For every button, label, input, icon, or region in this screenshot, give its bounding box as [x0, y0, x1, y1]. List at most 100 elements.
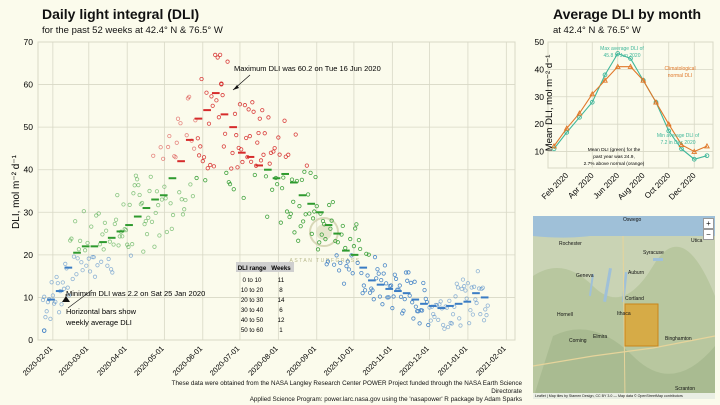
series-point	[563, 125, 570, 131]
daily-point	[222, 131, 228, 136]
daily-point	[358, 246, 363, 252]
daily-point	[112, 221, 117, 227]
daily-point	[153, 210, 158, 216]
daily-point	[277, 152, 282, 157]
grid	[37, 41, 516, 341]
daily-point	[240, 159, 245, 165]
daily-point	[59, 302, 64, 307]
daily-point	[419, 308, 425, 313]
daily-point	[391, 294, 396, 299]
watermark-text: ASTAN TURFGRASS	[290, 258, 361, 264]
series-point	[678, 141, 685, 147]
daily-point	[390, 306, 395, 311]
daily-point	[384, 281, 389, 286]
daily-point	[299, 177, 304, 182]
daily-point	[188, 182, 193, 187]
daily-point	[367, 290, 373, 295]
map-attribution[interactable]: Leaflet | Map tiles by Stamen Design, CC…	[533, 393, 715, 399]
daily-point	[42, 294, 47, 299]
daily-point	[167, 133, 172, 139]
daily-point	[432, 314, 437, 319]
x-tick-label: Apr 2020	[566, 171, 596, 201]
location-map[interactable]: Oswego Rochester Syracuse Geneva Auburn …	[533, 216, 715, 399]
map-zoom-out-button[interactable]: −	[703, 229, 714, 240]
y-tick-label: 70	[24, 37, 34, 47]
map-tiles	[533, 216, 715, 399]
table-cell: 14	[278, 297, 285, 304]
daily-point	[182, 207, 187, 212]
caption-line-2: Applied Science Program: power.larc.nasa…	[249, 396, 522, 403]
daily-point	[411, 316, 416, 321]
daily-point	[183, 197, 188, 203]
daily-point	[263, 174, 269, 179]
daily-point	[151, 153, 156, 158]
daily-point	[304, 163, 309, 168]
daily-point	[327, 202, 332, 208]
daily-point	[209, 94, 214, 99]
x-tick-label: 2020-02-01	[21, 344, 54, 377]
daily-point	[61, 286, 67, 291]
daily-point	[169, 226, 174, 231]
daily-point	[133, 173, 138, 178]
daily-point	[470, 312, 475, 317]
map-zoom-in-button[interactable]: +	[703, 218, 714, 229]
annotation-min: Minimum DLI was 2.2 on Sat 25 Jan 2020 H…	[62, 289, 205, 327]
daily-point	[279, 186, 285, 191]
daily-point	[192, 146, 197, 151]
daily-point	[241, 195, 246, 201]
daily-point	[344, 264, 349, 269]
table-cell: 30 to 40	[241, 307, 264, 314]
daily-point	[325, 259, 331, 264]
daily-point	[467, 321, 472, 326]
y-tick-label: 20	[24, 250, 34, 260]
y-tick-label: 30	[24, 207, 34, 217]
daily-point	[92, 274, 98, 279]
daily-point	[379, 278, 384, 283]
mean-annotation-3: 2.7% above normal (orange)	[584, 161, 645, 167]
daily-point	[329, 218, 334, 223]
mean-annotation-1: Mean DLI (green) for the	[588, 147, 641, 153]
daily-point	[102, 220, 108, 225]
series-point	[665, 121, 672, 127]
daily-point	[350, 271, 355, 276]
y-tick-label: 0	[28, 335, 33, 345]
daily-point	[232, 111, 238, 116]
daily-point	[276, 135, 281, 140]
daily-point	[224, 170, 229, 175]
daily-point	[136, 182, 141, 188]
daily-point	[371, 297, 376, 302]
daily-point	[412, 279, 417, 284]
daily-point	[205, 166, 210, 171]
y-tick-label: 40	[24, 165, 34, 175]
daily-point	[163, 196, 168, 201]
daily-point	[464, 296, 469, 301]
series-point	[614, 63, 621, 69]
y-axis-ticks: 10 20 30 40 50	[535, 37, 545, 157]
daily-point	[468, 308, 473, 313]
daily-point	[298, 224, 303, 229]
x-tick-label: Aug 2020	[616, 171, 647, 202]
daily-point	[201, 155, 207, 160]
daily-point	[149, 219, 155, 224]
daily-point	[101, 247, 106, 252]
daily-point	[441, 322, 446, 328]
daily-point	[74, 272, 79, 277]
daily-point	[480, 285, 485, 290]
daily-point	[137, 192, 142, 198]
daily-point	[389, 283, 394, 288]
daily-point	[132, 183, 137, 188]
daily-point	[214, 98, 219, 103]
map-label-7: Ithaca	[617, 311, 631, 317]
daily-point	[225, 59, 230, 64]
seneca-lake	[603, 268, 612, 303]
daily-point	[338, 260, 343, 266]
x-tick-label: 2020-08-01	[246, 344, 279, 377]
daily-point	[94, 213, 99, 218]
daily-point	[105, 263, 110, 268]
daily-point	[343, 245, 348, 251]
daily-point	[179, 197, 184, 202]
daily-point	[250, 100, 255, 105]
daily-point	[265, 214, 270, 219]
daily-point	[281, 175, 286, 180]
x-tick-label: 2020-06-01	[171, 344, 204, 377]
